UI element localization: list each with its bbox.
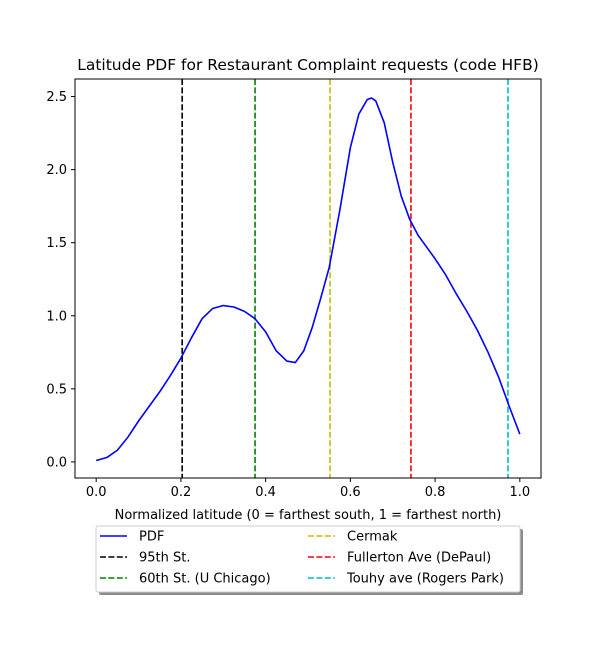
chart-title: Latitude PDF for Restaurant Complaint re… [77,56,539,74]
axes-frame [74,78,542,479]
x-tick-label: 0.6 [340,485,361,500]
x-tick-label: 1.0 [509,485,530,500]
legend-label-fullerton-ave-depaul: Fullerton Ave (DePaul) [347,551,491,566]
x-tick-label: 0.0 [86,485,107,500]
y-tick-label: 1.0 [46,309,67,324]
legend: PDF 95th St. 60th St. (U Chicago) Cermak Ful… [95,525,523,595]
legend-frame [95,525,521,593]
y-tick-label: 0.5 [46,382,67,397]
x-tick-label: 0.8 [425,485,446,500]
legend-label-touhy-ave-rogers-park: Touhy ave (Rogers Park) [346,572,504,587]
legend-label-pdf: PDF [139,530,164,545]
plot-area: 0.0 0.2 0.4 0.6 0.8 1.0 0.0 0.5 1.0 1.5 2.0 2.5 [46,78,542,500]
y-tick-label: 1.5 [46,236,67,251]
legend-label-60th-st-u-chicago: 60th St. (U Chicago) [139,572,271,587]
x-tick-label: 0.4 [255,485,276,500]
series-line-pdf [95,97,521,462]
x-axis-label: Normalized latitude (0 = farthest south,… [115,508,502,523]
legend-label-95th-st: 95th St. [139,551,191,566]
y-tick-label: 0.0 [46,455,67,470]
legend-label-cermak: Cermak [347,530,398,545]
y-tick-label: 2.5 [46,90,67,105]
y-tick-label: 2.0 [46,163,67,178]
x-tick-label: 0.2 [171,485,192,500]
